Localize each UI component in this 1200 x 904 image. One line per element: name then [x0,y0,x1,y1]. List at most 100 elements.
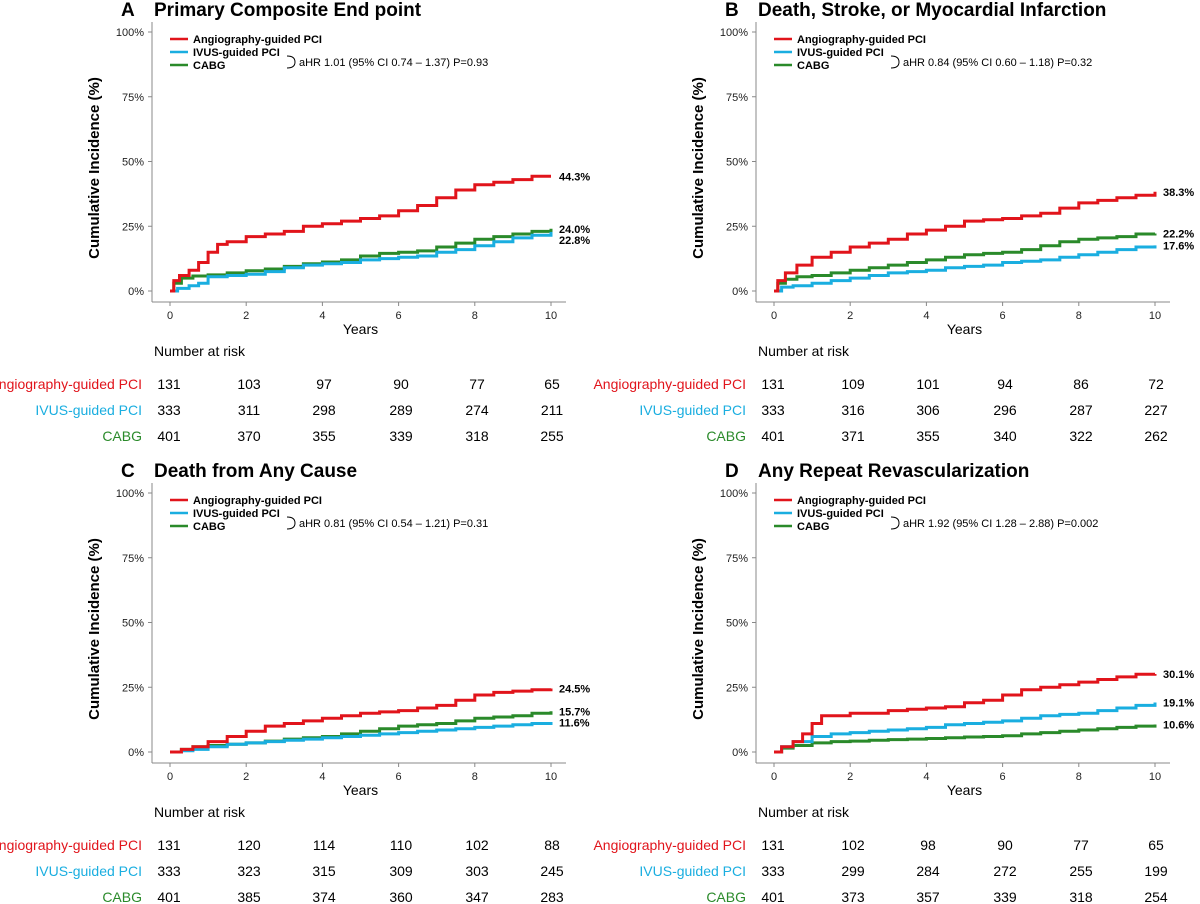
y-tick-label: 25% [726,682,748,694]
x-tick-label: 2 [243,310,249,322]
risk-table-header: Number at risk [154,804,246,820]
y-tick-label: 100% [720,27,748,39]
risk-cell: 385 [237,889,261,904]
risk-cell: 340 [993,428,1017,444]
y-tick-label: 50% [122,618,144,630]
risk-table-header: Number at risk [758,804,850,820]
y-axis-title: Cumulative Incidence (%) [690,77,707,259]
risk-cell: 77 [1073,837,1089,853]
risk-row-label-angio: Angiography-guided PCI [593,837,746,853]
x-tick-label: 10 [1149,310,1161,322]
hazard-ratio-text: aHR 1.92 (95% CI 1.28 – 2.88) P=0.002 [903,518,1098,530]
y-tick-label: 50% [122,157,144,169]
end-label-angio: 24.5% [559,684,590,696]
risk-cell: 211 [541,402,564,418]
x-tick-label: 6 [1000,310,1006,322]
x-tick-label: 0 [771,771,777,783]
series-line-ivus [170,722,553,754]
legend-label-cabg: CABG [797,521,829,533]
risk-cell: 309 [389,863,413,879]
legend-label-angio: Angiography-guided PCI [797,34,926,46]
risk-cell: 254 [1144,889,1168,904]
risk-cell: 72 [1148,376,1164,392]
risk-cell: 401 [157,889,181,904]
end-label-angio: 44.3% [559,171,590,183]
risk-cell: 103 [237,376,261,392]
x-tick-label: 6 [396,771,402,783]
risk-cell: 255 [540,428,564,444]
risk-row-label-ivus: IVUS-guided PCI [639,402,746,418]
risk-cell: 311 [238,402,261,418]
legend-label-angio: Angiography-guided PCI [193,34,322,46]
risk-cell: 77 [469,376,485,392]
y-tick-label: 0% [128,286,144,298]
legend-label-ivus: IVUS-guided PCI [797,47,884,59]
y-tick-label: 50% [726,157,748,169]
risk-cell: 120 [237,837,261,853]
x-tick-label: 10 [545,310,557,322]
risk-cell: 227 [1144,402,1168,418]
panel-b: B Death, Stroke, or Myocardial Infarction… [593,0,1194,444]
end-label-cabg: 22.2% [1163,229,1194,241]
x-tick-label: 2 [847,310,853,322]
legend-bracket [286,516,296,530]
x-tick-label: 0 [167,310,173,322]
panel-letter: C [121,461,135,482]
risk-cell: 109 [841,376,865,392]
x-tick-label: 8 [1076,310,1082,322]
series-line-cabg [774,724,1157,754]
end-label-angio: 30.1% [1163,669,1194,681]
panel-letter: A [121,0,135,21]
legend-label-ivus: IVUS-guided PCI [797,508,884,520]
end-label-ivus: 11.6% [559,717,590,729]
y-tick-label: 0% [732,286,748,298]
series-line-ivus [774,702,1157,754]
series-line-ivus [170,231,553,293]
risk-row-label-cabg: CABG [102,428,142,444]
risk-cell: 401 [157,428,181,444]
y-tick-label: 0% [732,747,748,759]
risk-cell: 131 [157,837,181,853]
risk-cell: 65 [544,376,560,392]
x-axis-title: Years [343,782,378,798]
risk-cell: 373 [841,889,865,904]
panel-title: Any Repeat Revascularization [758,461,1029,482]
risk-cell: 333 [761,402,785,418]
risk-cell: 318 [465,428,489,444]
risk-table-header: Number at risk [154,343,246,359]
panel-c: C Death from Any Cause 0% 25% 50% 75% 100% 0 2 4 6… [0,461,590,904]
risk-cell: 287 [1069,402,1093,418]
risk-row-label-cabg: CABG [706,428,746,444]
x-tick-label: 4 [319,771,325,783]
risk-row-label-angio: Angiography-guided PCI [0,376,142,392]
x-tick-label: 8 [472,771,478,783]
risk-cell: 102 [841,837,865,853]
end-label-angio: 38.3% [1163,187,1194,199]
risk-cell: 347 [465,889,489,904]
risk-cell: 357 [916,889,940,904]
risk-row-label-ivus: IVUS-guided PCI [639,863,746,879]
risk-cell: 131 [761,837,785,853]
risk-cell: 131 [761,376,785,392]
risk-cell: 131 [157,376,181,392]
risk-cell: 401 [761,889,785,904]
risk-cell: 114 [313,837,336,853]
risk-cell: 339 [993,889,1017,904]
risk-row-label-cabg: CABG [102,889,142,904]
risk-table-header: Number at risk [758,343,850,359]
end-label-cabg: 15.7% [559,706,590,718]
x-tick-label: 6 [396,310,402,322]
risk-cell: 370 [237,428,261,444]
x-tick-label: 8 [472,310,478,322]
series-line-angio [774,191,1157,293]
risk-row-label-ivus: IVUS-guided PCI [35,402,142,418]
risk-cell: 90 [997,837,1013,853]
risk-cell: 88 [544,837,560,853]
y-axis-title: Cumulative Incidence (%) [86,538,103,720]
risk-cell: 110 [390,837,413,853]
panel-d: D Any Repeat Revascularization 0% 25% 50% 75%… [593,461,1194,904]
x-tick-label: 4 [319,310,325,322]
y-tick-label: 75% [122,92,144,104]
hazard-ratio-text: aHR 0.81 (95% CI 0.54 – 1.21) P=0.31 [299,518,488,530]
y-tick-label: 100% [720,488,748,500]
